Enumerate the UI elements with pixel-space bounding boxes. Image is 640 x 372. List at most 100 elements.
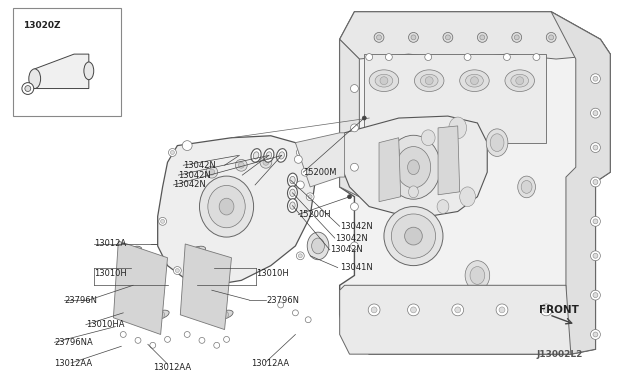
Bar — [364, 54, 547, 142]
Circle shape — [168, 148, 177, 156]
Circle shape — [445, 35, 451, 40]
Circle shape — [151, 295, 159, 303]
Ellipse shape — [84, 62, 93, 80]
Circle shape — [408, 304, 419, 316]
Ellipse shape — [449, 117, 467, 139]
Circle shape — [504, 54, 510, 61]
Circle shape — [543, 307, 549, 313]
Ellipse shape — [420, 74, 438, 87]
Circle shape — [182, 141, 192, 151]
Ellipse shape — [208, 185, 245, 228]
Ellipse shape — [251, 149, 261, 162]
Text: 13010H: 13010H — [256, 269, 289, 278]
Circle shape — [410, 307, 417, 313]
Circle shape — [515, 35, 519, 40]
Circle shape — [22, 83, 34, 94]
Ellipse shape — [384, 206, 443, 266]
Circle shape — [294, 155, 302, 163]
Polygon shape — [180, 244, 232, 330]
Ellipse shape — [505, 70, 534, 92]
Text: 23796N: 23796N — [64, 295, 97, 305]
Ellipse shape — [152, 310, 169, 320]
Circle shape — [591, 108, 600, 118]
Circle shape — [368, 304, 380, 316]
Circle shape — [593, 253, 598, 258]
Circle shape — [298, 254, 302, 258]
Ellipse shape — [264, 149, 274, 162]
Circle shape — [591, 177, 600, 187]
Circle shape — [135, 337, 141, 343]
Circle shape — [305, 317, 311, 323]
Circle shape — [120, 331, 126, 337]
Ellipse shape — [140, 279, 156, 288]
Ellipse shape — [421, 130, 435, 145]
Circle shape — [298, 151, 302, 154]
Ellipse shape — [518, 176, 536, 198]
Circle shape — [425, 54, 431, 61]
Circle shape — [547, 32, 556, 42]
Ellipse shape — [521, 180, 532, 193]
Ellipse shape — [253, 152, 259, 159]
Text: 13010HA: 13010HA — [86, 320, 124, 329]
Circle shape — [380, 77, 388, 84]
Circle shape — [306, 193, 314, 201]
Circle shape — [215, 295, 223, 303]
Polygon shape — [340, 12, 610, 354]
Circle shape — [159, 217, 166, 225]
Bar — [13, 8, 121, 116]
Circle shape — [175, 269, 179, 273]
Ellipse shape — [132, 263, 150, 272]
Circle shape — [351, 286, 358, 294]
Circle shape — [201, 264, 209, 272]
Circle shape — [591, 217, 600, 226]
Circle shape — [208, 279, 216, 287]
Circle shape — [236, 159, 247, 171]
Ellipse shape — [396, 147, 431, 188]
Polygon shape — [157, 136, 315, 285]
Circle shape — [540, 304, 552, 316]
Circle shape — [408, 32, 419, 42]
Circle shape — [292, 310, 298, 316]
Ellipse shape — [465, 74, 483, 87]
Circle shape — [308, 195, 312, 199]
Ellipse shape — [146, 294, 163, 304]
Text: 23796N: 23796N — [266, 295, 299, 305]
Polygon shape — [113, 241, 168, 334]
Polygon shape — [379, 138, 401, 202]
Text: 13042N: 13042N — [179, 171, 211, 180]
Ellipse shape — [307, 232, 329, 260]
Circle shape — [362, 116, 366, 120]
Ellipse shape — [290, 189, 295, 196]
Ellipse shape — [460, 70, 489, 92]
Circle shape — [593, 76, 598, 81]
Ellipse shape — [29, 69, 40, 89]
Ellipse shape — [511, 74, 529, 87]
Ellipse shape — [200, 176, 253, 237]
Ellipse shape — [404, 227, 422, 245]
Circle shape — [496, 304, 508, 316]
Circle shape — [455, 307, 461, 313]
Circle shape — [480, 35, 484, 40]
Text: 13020Z: 13020Z — [23, 21, 60, 30]
Circle shape — [164, 336, 170, 342]
Circle shape — [351, 203, 358, 211]
Polygon shape — [340, 285, 571, 354]
Circle shape — [593, 111, 598, 116]
Circle shape — [591, 74, 600, 84]
Circle shape — [452, 304, 463, 316]
Text: 13041N: 13041N — [340, 263, 372, 272]
Circle shape — [591, 142, 600, 153]
Ellipse shape — [391, 214, 436, 258]
Text: 23796NA: 23796NA — [54, 338, 93, 347]
Circle shape — [214, 342, 220, 348]
Ellipse shape — [369, 70, 399, 92]
Circle shape — [591, 330, 600, 339]
Ellipse shape — [437, 200, 449, 214]
Polygon shape — [340, 12, 610, 59]
Ellipse shape — [465, 261, 490, 290]
Circle shape — [593, 332, 598, 337]
Ellipse shape — [266, 152, 271, 159]
Ellipse shape — [408, 160, 419, 174]
Circle shape — [170, 151, 175, 154]
Circle shape — [144, 279, 152, 287]
